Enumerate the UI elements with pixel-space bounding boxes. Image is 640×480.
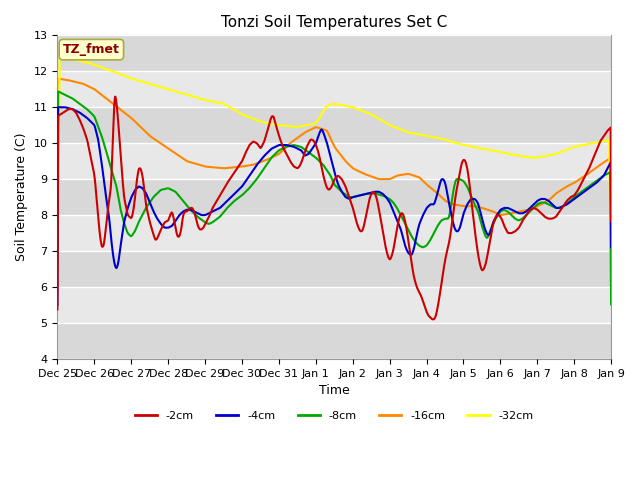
Bar — [58, 251, 611, 287]
Y-axis label: Soil Temperature (C): Soil Temperature (C) — [15, 133, 28, 262]
Text: TZ_fmet: TZ_fmet — [63, 43, 120, 56]
Bar — [58, 36, 611, 72]
Bar — [58, 179, 611, 215]
Bar — [58, 323, 611, 359]
X-axis label: Time: Time — [319, 384, 349, 397]
Title: Tonzi Soil Temperatures Set C: Tonzi Soil Temperatures Set C — [221, 15, 447, 30]
Legend: -2cm, -4cm, -8cm, -16cm, -32cm: -2cm, -4cm, -8cm, -16cm, -32cm — [131, 407, 538, 425]
Bar — [58, 107, 611, 143]
